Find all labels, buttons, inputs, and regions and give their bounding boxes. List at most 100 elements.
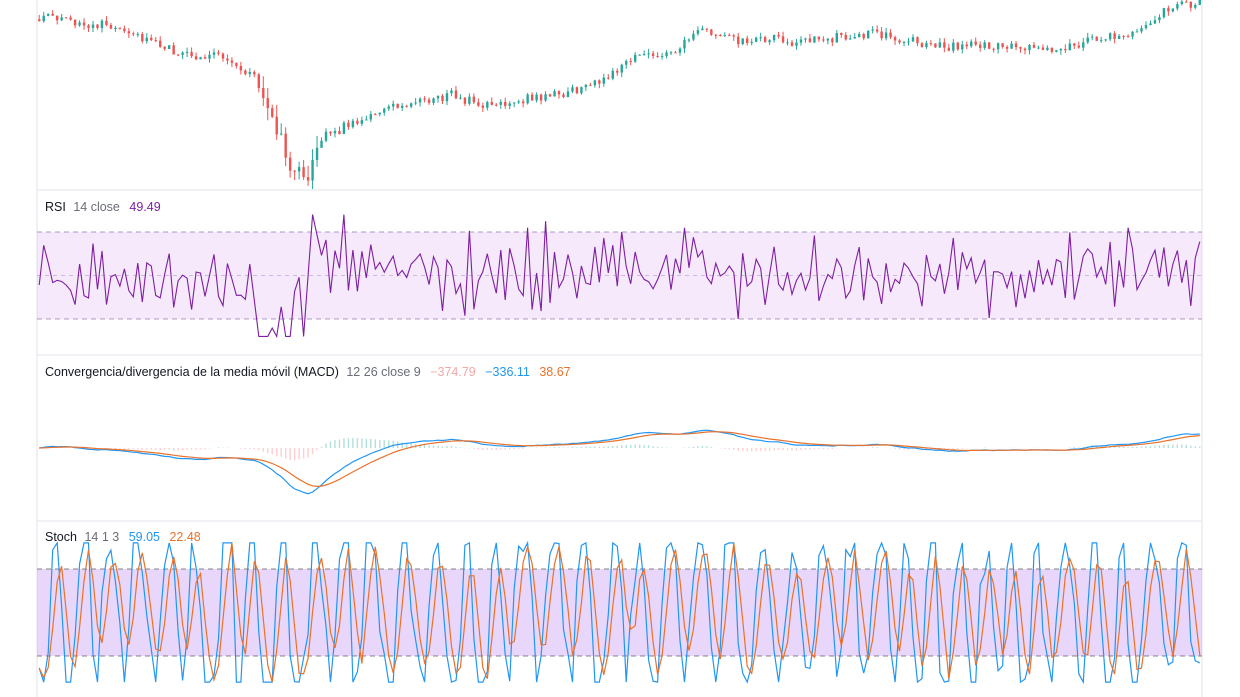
candle-body xyxy=(1010,43,1013,49)
candle-body xyxy=(1023,48,1027,51)
price-pane[interactable] xyxy=(36,0,1203,697)
candle-body xyxy=(392,103,395,107)
candle-body xyxy=(181,52,184,55)
candle-body xyxy=(1140,28,1143,32)
candle-body xyxy=(87,25,90,28)
candle-body xyxy=(418,98,422,103)
candle-body xyxy=(902,41,906,43)
candle-body xyxy=(723,35,726,37)
candle-body xyxy=(244,70,247,75)
stoch-band xyxy=(37,569,1202,656)
candle-body xyxy=(526,94,529,104)
candle-body xyxy=(696,30,700,34)
candle-body xyxy=(1037,47,1040,49)
candle-body xyxy=(669,52,673,54)
candle-body xyxy=(983,42,986,48)
candle-body xyxy=(808,38,812,43)
candle-body xyxy=(1135,31,1139,33)
candle-body xyxy=(159,40,162,47)
candle-body xyxy=(1086,37,1089,43)
candle-body xyxy=(262,88,265,99)
candle-body xyxy=(248,71,252,75)
candle-body xyxy=(1167,8,1170,12)
candle-body xyxy=(589,84,592,86)
candle-body xyxy=(351,120,355,128)
candle-body xyxy=(678,48,682,53)
stoch-d-line xyxy=(38,542,1201,683)
candle-body xyxy=(665,52,668,57)
stoch-pane[interactable] xyxy=(37,540,1202,685)
candle-body xyxy=(481,105,485,108)
rsi-legend-value: 49.49 xyxy=(129,200,160,214)
candle-body xyxy=(611,70,614,79)
candle-body xyxy=(423,98,426,100)
candle-body xyxy=(849,38,852,40)
candle-body xyxy=(454,90,458,99)
stoch-k-line xyxy=(38,540,1201,685)
candle-body xyxy=(714,34,718,36)
candle-body xyxy=(190,51,193,57)
rsi-pane[interactable] xyxy=(37,214,1202,339)
candle-body xyxy=(302,167,305,178)
candle-body xyxy=(880,31,883,39)
candle-body xyxy=(293,170,296,172)
candle-body xyxy=(575,87,579,94)
candle-body xyxy=(911,37,915,42)
candle-body xyxy=(701,28,704,31)
candle-body xyxy=(400,105,404,108)
macd-legend-name: Convergencia/divergencia de la media móv… xyxy=(45,365,339,379)
candle-body xyxy=(185,51,189,53)
candle-body xyxy=(1162,8,1166,18)
candle-body xyxy=(409,103,413,107)
candle-body xyxy=(60,17,63,21)
candle-body xyxy=(683,39,686,49)
candle-body xyxy=(1176,4,1179,9)
candle-body xyxy=(172,45,175,55)
candle-body xyxy=(1113,33,1116,40)
candle-body xyxy=(1068,43,1072,51)
candle-body xyxy=(987,42,991,49)
candle-body xyxy=(826,38,830,41)
candle-body xyxy=(508,103,511,106)
candle-body xyxy=(759,37,762,39)
stoch-legend-name: Stoch xyxy=(45,530,77,544)
macd-legend-params: 12 26 close 9 xyxy=(346,365,420,379)
candle-body xyxy=(203,57,207,59)
candle-body xyxy=(660,56,664,58)
candle-body xyxy=(1099,39,1103,41)
candle-body xyxy=(82,22,86,26)
candle-body xyxy=(1077,45,1080,48)
macd-pane[interactable] xyxy=(39,429,1201,495)
candle-body xyxy=(499,101,502,105)
candle-body xyxy=(1198,0,1201,5)
candle-body xyxy=(145,37,148,42)
candle-body xyxy=(1108,33,1112,40)
candle-body xyxy=(235,62,238,67)
candle-body xyxy=(616,70,619,73)
candle-body xyxy=(746,38,749,44)
candle-body xyxy=(750,41,753,44)
candle-body xyxy=(1046,47,1049,51)
candle-body xyxy=(123,28,126,32)
macd-legend: Convergencia/divergencia de la media móv… xyxy=(45,365,571,379)
candle-body xyxy=(893,37,897,41)
candle-body xyxy=(338,131,341,134)
candle-body xyxy=(687,39,691,41)
candle-body xyxy=(347,122,350,128)
candle-body xyxy=(875,29,879,32)
candle-body xyxy=(1082,42,1085,48)
candle-body xyxy=(1144,25,1148,29)
candle-body xyxy=(1104,39,1107,41)
candle-body xyxy=(777,34,780,37)
candle-body xyxy=(486,102,489,108)
candle-body xyxy=(795,42,798,46)
candle-body xyxy=(943,42,946,48)
rsi-band xyxy=(37,232,1202,319)
candle-body xyxy=(598,80,601,84)
candle-body xyxy=(768,40,771,43)
candle-body xyxy=(365,119,368,121)
stoch-d-value: 22.48 xyxy=(169,530,200,544)
candle-body xyxy=(141,34,144,42)
candle-body xyxy=(535,94,538,101)
